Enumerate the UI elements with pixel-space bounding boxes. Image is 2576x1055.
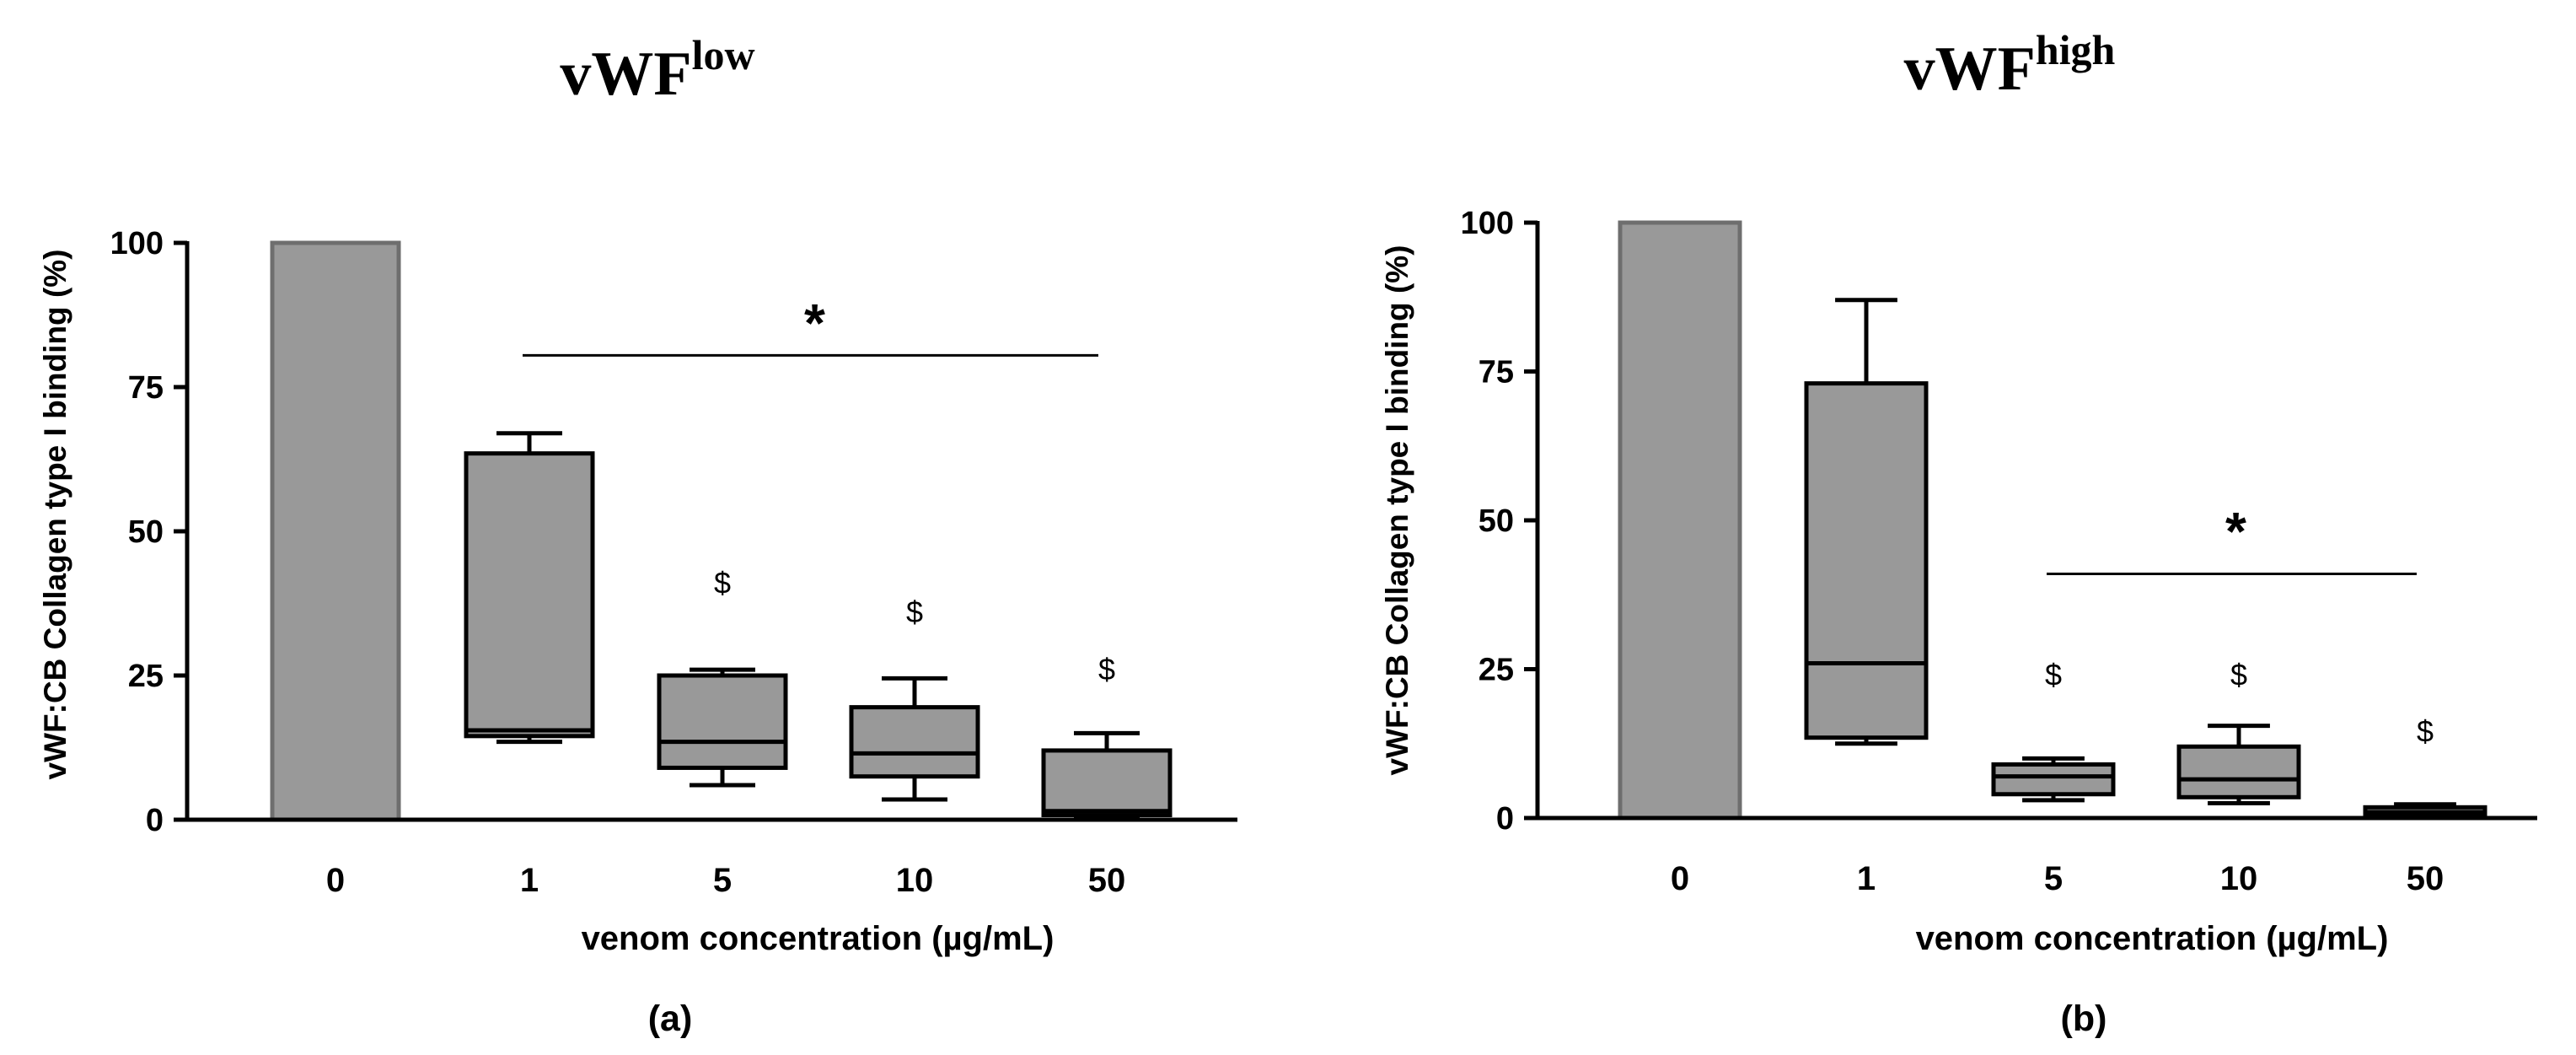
dollar-annotation: $ <box>2230 658 2247 692</box>
x-tick-label: 50 <box>2407 860 2445 897</box>
chart-title: vWFhigh <box>1904 26 2116 104</box>
panel-label: (b) <box>2061 998 2107 1039</box>
y-tick-label: 75 <box>1479 355 1514 390</box>
significance-star: * <box>2225 501 2246 562</box>
y-tick-label: 0 <box>146 803 164 838</box>
chart-panel-b: vWFhigh vWF:CB Collagen type I binding (… <box>1380 26 2537 1039</box>
dollar-annotation: $ <box>2417 714 2434 749</box>
control-bar <box>270 240 401 822</box>
y-tick-label: 100 <box>110 226 164 261</box>
x-tick-label: 1 <box>520 862 539 899</box>
box-iqr <box>657 673 788 770</box>
x-axis-label: venom concentration (µg/mL) <box>1916 920 2389 957</box>
y-axis-label: vWF:CB Collagen type I binding (%) <box>38 250 72 780</box>
box-10 <box>849 676 980 802</box>
x-tick-label: 1 <box>1857 860 1876 897</box>
control-bar <box>1618 220 1742 821</box>
box-50 <box>2363 802 2487 819</box>
x-tick-label: 0 <box>326 862 345 899</box>
dollar-annotation: $ <box>714 566 731 600</box>
significance-star: * <box>804 293 825 353</box>
dollar-annotation: $ <box>2045 658 2062 692</box>
y-tick-label: 25 <box>1479 653 1514 688</box>
box-50 <box>1041 730 1173 820</box>
x-axis-label: venom concentration (µg/mL) <box>582 920 1055 957</box>
box-5 <box>1991 756 2116 803</box>
y-tick-label: 0 <box>1496 801 1514 837</box>
box-5 <box>657 667 788 788</box>
dollar-annotation: $ <box>1098 652 1115 686</box>
x-tick-label: 5 <box>713 862 732 899</box>
x-tick-label: 0 <box>1671 860 1689 897</box>
x-tick-label: 10 <box>896 862 934 899</box>
y-tick-label: 50 <box>128 514 164 550</box>
box-iqr <box>1804 381 1929 740</box>
box-iqr <box>464 451 595 739</box>
box-iqr <box>1991 762 2116 797</box>
box-iqr <box>849 705 980 779</box>
x-tick-label: 5 <box>2044 860 2063 897</box>
x-tick-label: 10 <box>2220 860 2258 897</box>
chart-panel-a: vWFlow vWF:CB Collagen type I binding (%… <box>38 31 1237 1039</box>
box-iqr <box>1041 748 1173 818</box>
box-1 <box>1804 298 1929 746</box>
y-tick-label: 25 <box>128 659 164 694</box>
box-1 <box>464 431 595 745</box>
box-10 <box>2176 724 2301 805</box>
y-tick-label: 100 <box>1461 206 1514 241</box>
chart-title: vWFlow <box>560 31 754 109</box>
y-axis-label: vWF:CB Collagen type I binding (%) <box>1380 245 1414 776</box>
panel-label: (a) <box>648 998 693 1039</box>
box-iqr <box>2176 744 2301 799</box>
x-tick-label: 50 <box>1088 862 1126 899</box>
dollar-annotation: $ <box>906 595 923 629</box>
y-tick-label: 50 <box>1479 503 1514 539</box>
y-tick-label: 75 <box>128 370 164 406</box>
